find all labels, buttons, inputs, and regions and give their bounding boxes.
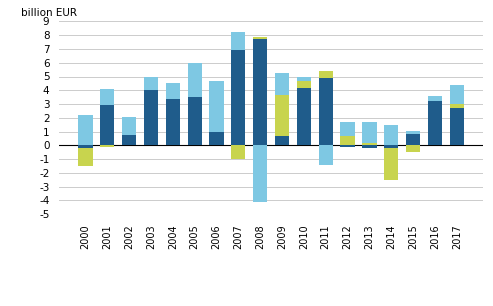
Bar	[231, 50, 246, 145]
Bar	[450, 104, 464, 108]
Bar	[406, 145, 420, 152]
Bar	[341, 136, 354, 145]
Bar	[78, 115, 93, 145]
Bar	[406, 131, 420, 134]
Bar	[341, 122, 354, 136]
Bar	[122, 117, 136, 135]
Bar	[297, 76, 311, 80]
Bar	[428, 96, 442, 101]
Bar	[100, 89, 114, 105]
Bar	[406, 134, 420, 145]
Bar	[210, 132, 224, 145]
Bar	[318, 78, 333, 145]
Bar	[231, 32, 246, 50]
Bar	[231, 145, 246, 159]
Bar	[188, 97, 202, 145]
Bar	[166, 99, 180, 145]
Bar	[341, 145, 354, 147]
Bar	[100, 105, 114, 145]
Bar	[144, 90, 158, 145]
Bar	[297, 81, 311, 88]
Bar	[450, 108, 464, 145]
Bar	[100, 145, 114, 147]
Bar	[275, 73, 289, 95]
Bar	[450, 85, 464, 104]
Bar	[362, 145, 377, 148]
Bar	[188, 63, 202, 97]
Bar	[428, 101, 442, 145]
Bar	[384, 148, 398, 180]
Bar	[318, 71, 333, 78]
Bar	[122, 135, 136, 145]
Bar	[362, 143, 377, 145]
Bar	[384, 145, 398, 148]
Bar	[210, 80, 224, 132]
Bar	[253, 145, 267, 202]
Bar	[362, 122, 377, 143]
Bar	[275, 136, 289, 145]
Text: billion EUR: billion EUR	[21, 8, 77, 17]
Bar	[275, 95, 289, 136]
Bar	[253, 37, 267, 39]
Bar	[318, 145, 333, 165]
Bar	[253, 39, 267, 145]
Bar	[384, 125, 398, 145]
Bar	[144, 76, 158, 90]
Bar	[297, 88, 311, 145]
Bar	[78, 145, 93, 148]
Bar	[166, 84, 180, 99]
Bar	[78, 148, 93, 166]
